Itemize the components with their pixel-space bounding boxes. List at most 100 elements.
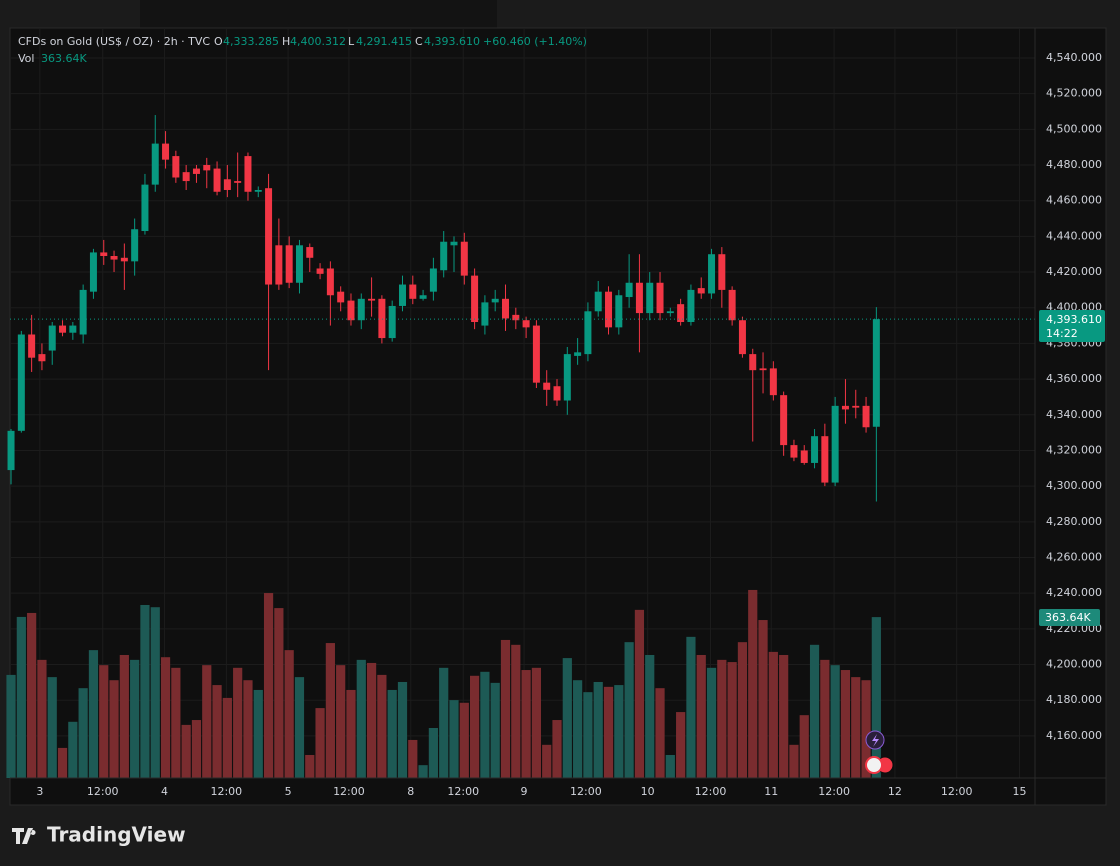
brand: TradingView bbox=[47, 823, 186, 847]
candle-body bbox=[532, 325, 540, 383]
candle-body bbox=[553, 386, 561, 401]
x-tick-label: 12:00 bbox=[447, 785, 479, 798]
candle-body bbox=[151, 143, 159, 185]
x-tick-label: 12:00 bbox=[210, 785, 242, 798]
candle-body bbox=[605, 291, 613, 328]
volume-bar bbox=[469, 675, 480, 778]
y-tick-label: 4,300.000 bbox=[1046, 479, 1102, 492]
y-tick-label: 4,180.000 bbox=[1046, 693, 1102, 706]
volume-bar bbox=[27, 612, 37, 778]
x-tick-label: 4 bbox=[161, 785, 168, 798]
volume-bar bbox=[459, 702, 469, 778]
candle-body bbox=[460, 241, 468, 276]
y-tick-label: 4,280.000 bbox=[1046, 515, 1102, 528]
volume-bar bbox=[428, 728, 438, 778]
candle-body bbox=[368, 298, 376, 301]
candle-body bbox=[59, 325, 67, 333]
candle-body bbox=[172, 156, 180, 178]
volume-bar bbox=[531, 667, 542, 778]
volume-bar bbox=[294, 677, 305, 778]
volume-bar bbox=[624, 642, 634, 778]
volume-bar bbox=[233, 667, 243, 778]
candle-body bbox=[574, 352, 582, 356]
candle-body bbox=[182, 172, 190, 182]
tab bbox=[140, 0, 497, 28]
volume-value: 363.64K bbox=[1045, 611, 1091, 624]
candle-body bbox=[738, 320, 746, 355]
volume-bar bbox=[57, 747, 68, 778]
volume-bar bbox=[449, 700, 459, 778]
volume-bar bbox=[315, 708, 325, 778]
volume-bar bbox=[603, 686, 614, 778]
volume-bar bbox=[346, 689, 356, 778]
candle-body bbox=[769, 368, 777, 396]
volume-bar bbox=[274, 608, 284, 778]
volume-bar bbox=[758, 620, 768, 778]
volume-bar bbox=[521, 670, 531, 778]
volume-bar bbox=[696, 654, 706, 778]
volume-bar bbox=[583, 692, 593, 778]
x-tick-label: 12:00 bbox=[333, 785, 365, 798]
volume-bar bbox=[191, 720, 202, 778]
candle-body bbox=[244, 156, 252, 192]
candle-body bbox=[852, 405, 860, 408]
candle-body bbox=[831, 405, 839, 483]
x-tick-label: 8 bbox=[407, 785, 414, 798]
x-tick-label: 12:00 bbox=[941, 785, 973, 798]
volume-bar bbox=[665, 754, 675, 778]
volume-bar bbox=[676, 712, 686, 778]
volume-bar bbox=[851, 677, 861, 778]
close-value: 4,393.610 bbox=[424, 35, 480, 48]
symbol-title: CFDs on Gold (US$ / OZ) · 2h · TVC bbox=[18, 35, 210, 48]
candle-body bbox=[429, 268, 437, 292]
candle-body bbox=[502, 298, 510, 319]
volume-bar bbox=[99, 665, 109, 778]
y-tick-label: 4,520.000 bbox=[1046, 87, 1102, 100]
volume-bar bbox=[16, 616, 26, 778]
volume-bar bbox=[655, 688, 665, 778]
volume-bar bbox=[140, 604, 150, 778]
volume-bar bbox=[356, 659, 366, 778]
volume-bar bbox=[130, 659, 140, 778]
low-label: L bbox=[348, 35, 355, 48]
candle-body bbox=[471, 275, 479, 323]
candle-body bbox=[347, 300, 355, 321]
header: CFDs on Gold (US$ / OZ) · 2h · TVC O 4,3… bbox=[18, 35, 587, 65]
volume-bar bbox=[820, 659, 830, 778]
x-tick-label: 15 bbox=[1013, 785, 1027, 798]
volume-bar bbox=[573, 680, 583, 778]
candle-layer bbox=[7, 115, 1035, 502]
y-tick-label: 4,500.000 bbox=[1046, 122, 1102, 135]
candle-body bbox=[728, 289, 736, 321]
candle-body bbox=[512, 314, 520, 321]
volume-bar bbox=[212, 685, 222, 778]
volume-bar bbox=[490, 682, 500, 778]
candle-body bbox=[697, 288, 705, 294]
candle-body bbox=[821, 436, 829, 483]
flag-icon[interactable] bbox=[865, 756, 883, 774]
candle-body bbox=[265, 188, 273, 285]
candle-body bbox=[79, 289, 87, 335]
volume-bar bbox=[160, 657, 171, 778]
candle-body bbox=[481, 302, 489, 326]
candle-body bbox=[316, 268, 324, 274]
volume-bar bbox=[789, 744, 799, 778]
volume-bar bbox=[253, 689, 263, 778]
candle-body bbox=[141, 184, 149, 232]
volume-bar bbox=[263, 593, 274, 778]
volume-bar bbox=[6, 674, 16, 778]
logo-mark bbox=[12, 828, 36, 844]
x-tick-label: 10 bbox=[641, 785, 655, 798]
volume-bar bbox=[222, 697, 232, 778]
low-value: 4,291.415 bbox=[356, 35, 412, 48]
volume-bar bbox=[47, 677, 57, 778]
volume-bar bbox=[397, 681, 408, 778]
candle-body bbox=[543, 382, 551, 390]
candle-body bbox=[69, 325, 77, 333]
volume-bar bbox=[809, 644, 820, 778]
volume-bar bbox=[830, 665, 840, 778]
volume-bar bbox=[109, 680, 119, 778]
volume-bar bbox=[686, 636, 696, 778]
y-tick-label: 4,460.000 bbox=[1046, 194, 1102, 207]
candle-body bbox=[615, 295, 623, 328]
